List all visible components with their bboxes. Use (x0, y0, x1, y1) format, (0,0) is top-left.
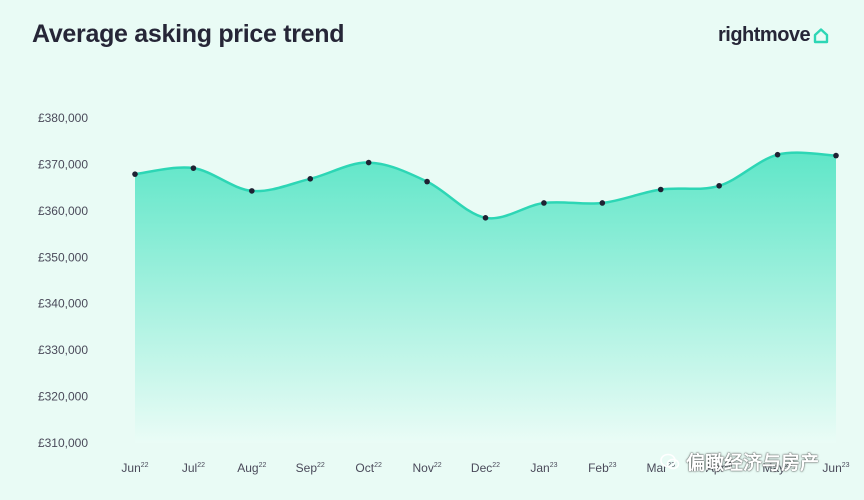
area-fill (135, 152, 836, 443)
house-icon (813, 27, 829, 43)
data-point (774, 151, 781, 158)
x-tick-label: Dec22 (471, 461, 500, 475)
y-tick-label: £330,000 (38, 343, 88, 357)
y-tick-label: £310,000 (38, 436, 88, 450)
chart-title: Average asking price trend (32, 20, 345, 48)
x-tick-label: Jun22 (121, 461, 148, 475)
logo-text: rightmove (718, 24, 811, 46)
y-axis: £380,000 £370,000 £360,000 £350,000 £340,000… (38, 111, 88, 450)
y-tick-label: £370,000 (38, 157, 88, 171)
watermark: 偏瞰经济与房产 (660, 448, 819, 475)
data-point (365, 159, 372, 166)
data-point (716, 182, 722, 189)
x-tick-label: Jul22 (182, 461, 205, 475)
data-point (249, 188, 255, 194)
data-point (307, 176, 314, 182)
data-point (599, 200, 606, 206)
data-point (833, 152, 839, 159)
data-point (132, 171, 138, 177)
watermark-text: 偏瞰经济与房产 (686, 453, 820, 474)
x-tick-label: Oct22 (355, 461, 382, 475)
data-points (132, 151, 839, 221)
data-point (190, 165, 197, 171)
data-point (541, 200, 547, 206)
data-point (657, 186, 664, 193)
x-tick-label: Jun23 (822, 461, 849, 475)
data-point (424, 178, 430, 185)
x-tick-label: Feb23 (588, 461, 617, 475)
data-point (482, 215, 489, 221)
x-tick-label: Sep22 (296, 461, 325, 475)
y-tick-label: £380,000 (38, 111, 88, 125)
x-tick-label: Aug22 (237, 461, 266, 475)
wechat-icon (660, 453, 680, 469)
y-tick-label: £340,000 (38, 297, 88, 311)
x-tick-label: Nov22 (413, 461, 442, 475)
y-tick-label: £350,000 (38, 250, 88, 264)
y-tick-label: £320,000 (38, 390, 88, 404)
y-tick-label: £360,000 (38, 204, 88, 218)
rightmove-logo[interactable]: rightmove (718, 24, 830, 47)
x-tick-label: Jan23 (530, 461, 557, 475)
